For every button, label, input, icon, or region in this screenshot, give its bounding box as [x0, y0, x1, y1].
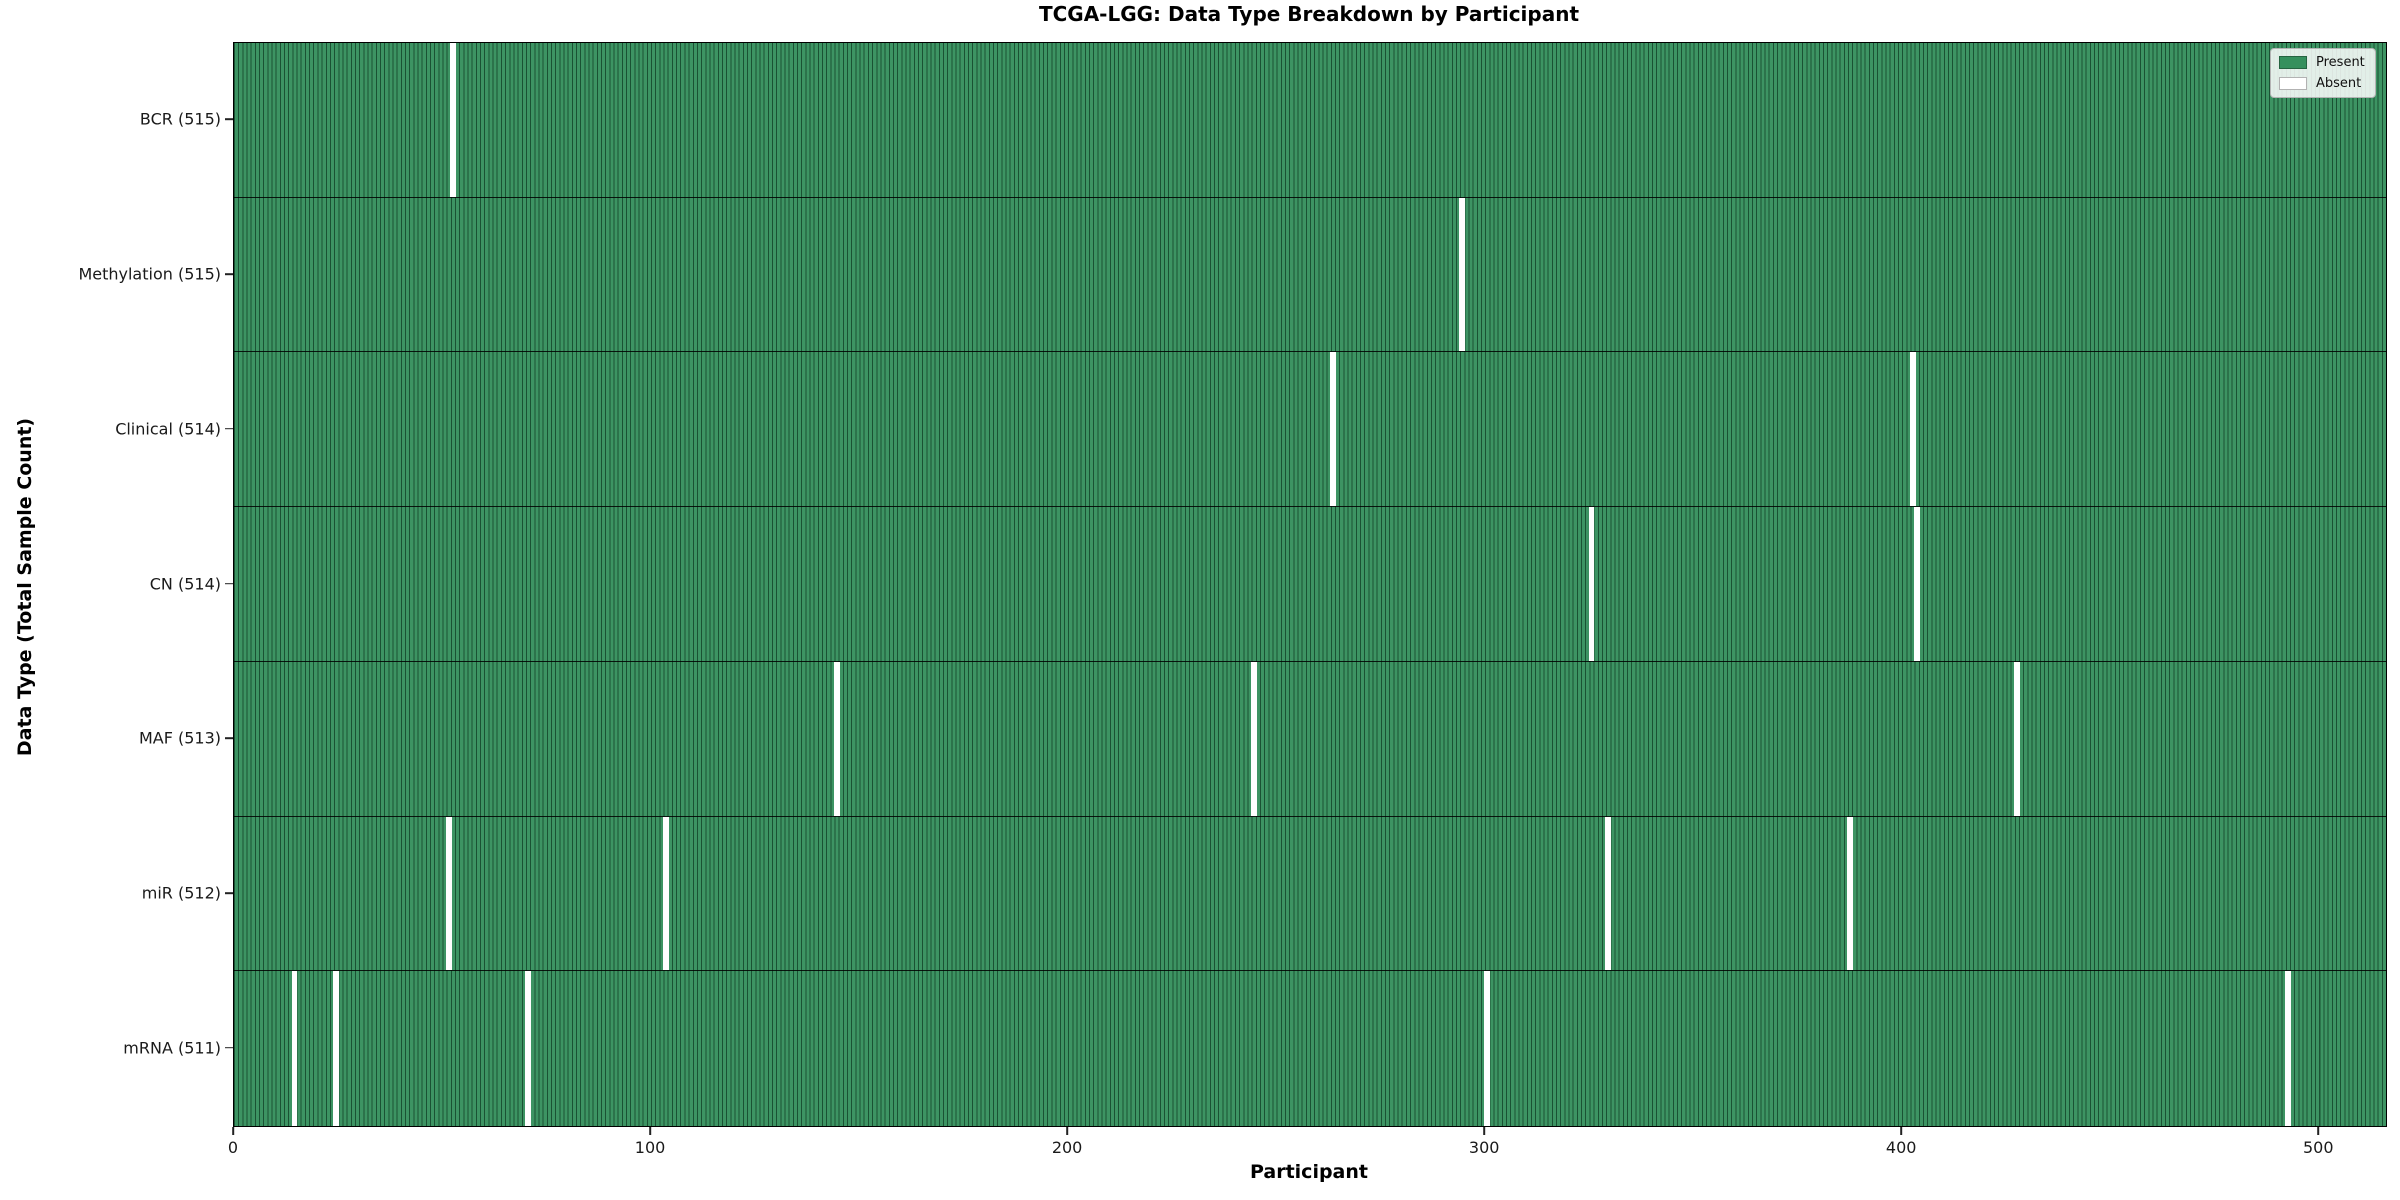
x-tick-mark [649, 1127, 651, 1135]
y-tick-label-Methylation: Methylation (515) [78, 264, 221, 284]
y-tick-mark [225, 273, 233, 275]
absent-cell-miR-51 [445, 816, 452, 971]
absent-cell-mRNA-300 [1484, 971, 1491, 1126]
heatmap-row-Clinical [234, 352, 2386, 508]
absent-cell-miR-387 [1847, 816, 1853, 971]
absent-cell-Clinical-263 [1330, 352, 1336, 507]
absent-cell-mRNA-24 [333, 971, 340, 1126]
y-tick-mark [225, 737, 233, 739]
x-tick-label-0: 0 [227, 1138, 239, 1157]
x-tick-mark [1900, 1127, 1902, 1135]
x-tick-label-300: 300 [1468, 1138, 1500, 1157]
absent-cell-miR-329 [1605, 816, 1612, 971]
heatmap-row-BCR [234, 43, 2386, 198]
y-tick-label-mRNA: mRNA (511) [123, 1038, 221, 1058]
absent-cell-Methylation-294 [1459, 197, 1466, 352]
x-tick-mark [1483, 1127, 1485, 1135]
absent-cell-mRNA-70 [525, 971, 531, 1126]
absent-cell-Clinical-402 [1909, 352, 1916, 507]
absent-cell-mRNA-492 [2285, 971, 2291, 1126]
x-tick-mark [1066, 1127, 1068, 1135]
y-tick-label-Clinical: Clinical (514) [115, 419, 221, 439]
x-tick-mark [232, 1127, 234, 1135]
y-tick-mark [225, 892, 233, 894]
chart-title: TCGA-LGG: Data Type Breakdown by Partici… [1038, 2, 1580, 26]
y-tick-label-CN: CN (514) [149, 574, 221, 593]
present-swatch-icon [2279, 56, 2307, 69]
y-tick-label-BCR: BCR (515) [139, 109, 221, 129]
legend: Present Absent [2270, 48, 2376, 98]
x-tick-label-400: 400 [1885, 1138, 1917, 1157]
heatmap-plot-area [233, 42, 2387, 1127]
y-tick-mark [225, 427, 233, 430]
legend-entry-absent: Absent [2279, 76, 2365, 91]
y-axis-label: Data Type (Total Sample Count) [14, 417, 36, 757]
absent-cell-MAF-244 [1250, 661, 1257, 816]
absent-cell-miR-103 [662, 816, 669, 971]
y-tick-label-miR: miR (512) [141, 883, 221, 903]
y-tick-mark [225, 118, 233, 121]
x-tick-label-100: 100 [634, 1138, 666, 1157]
x-tick-label-200: 200 [1051, 1138, 1083, 1157]
heatmap-row-Methylation [234, 197, 2386, 353]
absent-cell-CN-325 [1588, 507, 1595, 661]
heatmap-row-miR [234, 816, 2386, 972]
x-tick-label-500: 500 [2302, 1138, 2334, 1157]
y-tick-mark [225, 1046, 233, 1049]
y-tick-label-MAF: MAF (513) [138, 728, 221, 748]
absent-cell-MAF-144 [833, 661, 840, 816]
absent-cell-MAF-427 [2014, 661, 2020, 816]
heatmap-row-MAF [234, 661, 2386, 817]
x-axis-label: Participant [1249, 1161, 1368, 1183]
y-tick-mark [225, 582, 233, 585]
absent-cell-BCR-52 [450, 43, 456, 197]
legend-label-absent: Absent [2316, 76, 2362, 91]
x-tick-mark [2317, 1127, 2320, 1135]
heatmap-row-mRNA [234, 971, 2386, 1126]
absent-swatch-icon [2279, 77, 2307, 90]
legend-label-present: Present [2316, 55, 2365, 70]
absent-cell-CN-403 [1913, 507, 1920, 661]
heatmap-row-CN [234, 507, 2386, 662]
legend-entry-present: Present [2279, 55, 2365, 70]
absent-cell-mRNA-14 [291, 971, 298, 1126]
